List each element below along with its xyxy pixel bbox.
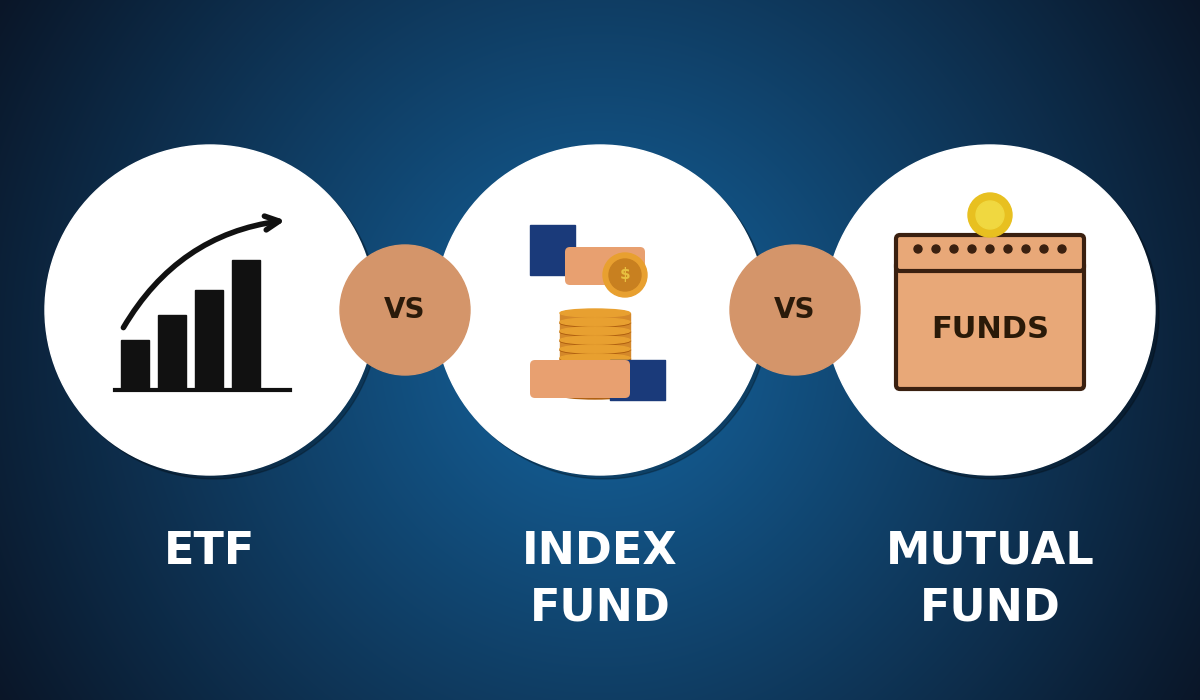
Ellipse shape: [560, 319, 630, 327]
Ellipse shape: [560, 309, 630, 317]
Bar: [560, 313, 630, 323]
Circle shape: [968, 193, 1012, 237]
Circle shape: [436, 145, 766, 475]
Ellipse shape: [560, 345, 630, 353]
Circle shape: [439, 149, 769, 479]
Text: MUTUAL
FUND: MUTUAL FUND: [886, 530, 1094, 629]
Circle shape: [1022, 245, 1030, 253]
Circle shape: [340, 245, 470, 375]
Ellipse shape: [560, 363, 630, 371]
Bar: [560, 385, 630, 395]
Ellipse shape: [560, 382, 630, 390]
Ellipse shape: [560, 391, 630, 399]
FancyBboxPatch shape: [530, 360, 630, 398]
Text: $: $: [619, 267, 630, 283]
Text: FUNDS: FUNDS: [931, 316, 1049, 344]
Ellipse shape: [560, 336, 630, 344]
Bar: [560, 358, 630, 368]
Circle shape: [46, 145, 374, 475]
Circle shape: [976, 201, 1004, 229]
Bar: [158, 315, 186, 390]
Circle shape: [1004, 245, 1012, 253]
Text: VS: VS: [774, 296, 816, 324]
Ellipse shape: [560, 373, 630, 381]
Ellipse shape: [560, 354, 630, 362]
Bar: [121, 340, 149, 390]
Ellipse shape: [560, 318, 630, 326]
Ellipse shape: [560, 381, 630, 389]
Text: INDEX
FUND: INDEX FUND: [522, 530, 678, 629]
Circle shape: [968, 245, 976, 253]
Ellipse shape: [560, 355, 630, 363]
Bar: [530, 225, 575, 275]
Circle shape: [829, 149, 1159, 479]
Bar: [560, 340, 630, 350]
Circle shape: [1040, 245, 1048, 253]
Circle shape: [950, 245, 958, 253]
FancyBboxPatch shape: [565, 247, 646, 285]
Ellipse shape: [560, 328, 630, 336]
Text: ETF: ETF: [164, 530, 256, 573]
FancyBboxPatch shape: [896, 261, 1084, 389]
Bar: [560, 349, 630, 359]
Bar: [610, 360, 665, 400]
Circle shape: [49, 149, 379, 479]
Bar: [560, 376, 630, 386]
Ellipse shape: [560, 346, 630, 354]
Circle shape: [730, 245, 860, 375]
Bar: [194, 290, 223, 390]
Ellipse shape: [560, 327, 630, 335]
Circle shape: [610, 259, 641, 291]
Circle shape: [604, 253, 647, 297]
Ellipse shape: [560, 337, 630, 345]
Ellipse shape: [560, 372, 630, 380]
Bar: [560, 322, 630, 332]
FancyBboxPatch shape: [896, 235, 1084, 271]
Circle shape: [914, 245, 922, 253]
Circle shape: [932, 245, 940, 253]
Circle shape: [1058, 245, 1066, 253]
Bar: [560, 331, 630, 341]
Circle shape: [986, 245, 994, 253]
Bar: [560, 367, 630, 377]
Text: VS: VS: [384, 296, 426, 324]
Ellipse shape: [560, 364, 630, 372]
Bar: [232, 260, 260, 390]
Circle shape: [826, 145, 1154, 475]
